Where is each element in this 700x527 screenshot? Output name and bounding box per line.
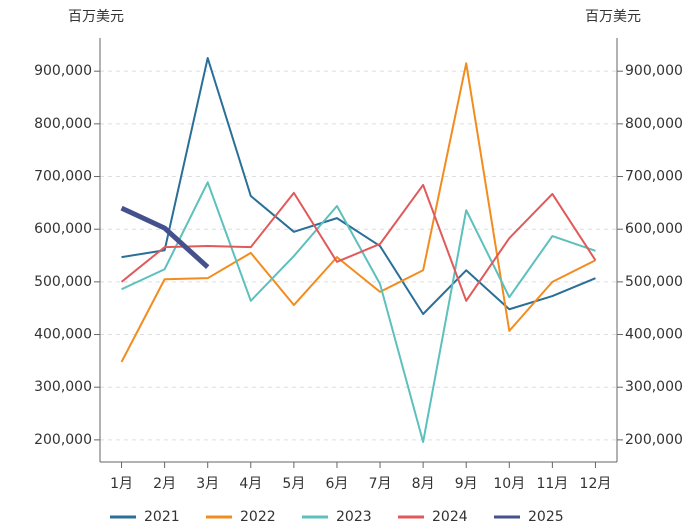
x-tick-label: 7月 xyxy=(369,476,392,492)
y-tick-label: 400,000 xyxy=(34,327,92,343)
x-tick-label: 9月 xyxy=(455,476,478,492)
legend-label: 2021 xyxy=(144,509,180,525)
y2-tick-label: 800,000 xyxy=(625,116,683,132)
x-tick-label: 1月 xyxy=(110,476,133,492)
y-tick-label: 500,000 xyxy=(34,274,92,290)
y2-tick-label: 600,000 xyxy=(625,221,683,237)
y-axis-label: 百万美元 xyxy=(68,9,124,25)
y2-tick-label: 400,000 xyxy=(625,327,683,343)
series-line xyxy=(121,181,596,443)
y-tick-label: 300,000 xyxy=(34,379,92,395)
y2-tick-label: 900,000 xyxy=(625,63,683,79)
legend-label: 2025 xyxy=(528,509,564,525)
x-tick-label: 8月 xyxy=(412,476,435,492)
y-tick-label: 900,000 xyxy=(34,63,92,79)
x-tick-label: 4月 xyxy=(239,476,262,492)
y-tick-label: 800,000 xyxy=(34,116,92,132)
x-tick-label: 11月 xyxy=(536,476,568,492)
series-line xyxy=(120,183,597,302)
y2-tick-label: 200,000 xyxy=(625,432,683,448)
y-tick-label: 600,000 xyxy=(34,221,92,237)
series-line xyxy=(120,205,210,269)
legend-label: 2024 xyxy=(432,509,468,525)
legend-label: 2022 xyxy=(240,509,276,525)
y-tick-label: 700,000 xyxy=(34,169,92,185)
series-line xyxy=(120,62,596,363)
y-tick-label: 200,000 xyxy=(34,432,92,448)
x-tick-label: 3月 xyxy=(196,476,219,492)
x-tick-label: 5月 xyxy=(282,476,305,492)
legend-label: 2023 xyxy=(336,509,372,525)
y2-tick-label: 300,000 xyxy=(625,379,683,395)
x-tick-label: 12月 xyxy=(580,476,612,492)
y2-tick-label: 500,000 xyxy=(625,274,683,290)
x-tick-label: 2月 xyxy=(153,476,176,492)
y2-axis-label: 百万美元 xyxy=(585,9,641,25)
y2-tick-label: 700,000 xyxy=(625,169,683,185)
x-tick-label: 10月 xyxy=(493,476,525,492)
series-line xyxy=(121,57,596,315)
x-tick-label: 6月 xyxy=(325,476,348,492)
